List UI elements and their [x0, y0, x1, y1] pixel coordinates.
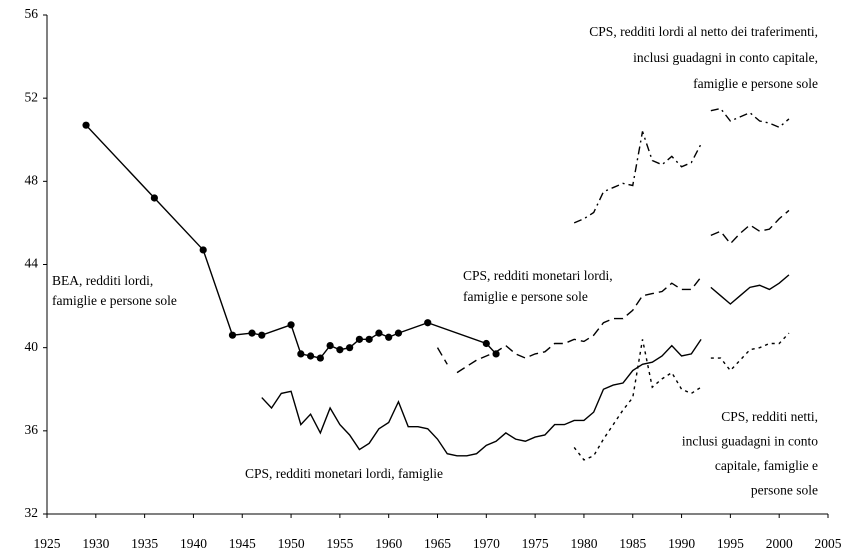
x-tick-label: 1945 [229, 536, 256, 551]
data-point [228, 331, 237, 339]
x-tick-label: 1935 [131, 536, 158, 551]
x-tick-label: 1990 [668, 536, 695, 551]
y-tick-label: 56 [25, 6, 39, 21]
y-tick-label: 44 [25, 256, 39, 271]
data-point [385, 333, 393, 341]
data-point [248, 329, 256, 337]
series-line [456, 276, 702, 374]
x-tick-label: 1955 [326, 536, 353, 551]
series-line [710, 209, 790, 245]
annotation: famiglie e persone sole [693, 76, 818, 91]
data-point [82, 121, 90, 129]
x-tick-label: 2000 [766, 536, 793, 551]
x-tick-label: 1950 [278, 536, 305, 551]
x-tick-label: 2005 [815, 536, 842, 551]
annotation: famiglie e persone sole [52, 293, 177, 308]
data-point [394, 329, 403, 337]
annotation: CPS, redditi monetari lordi, famiglie [245, 466, 443, 481]
data-point [346, 344, 354, 352]
x-tick-label: 1930 [82, 536, 109, 551]
data-point [355, 335, 363, 343]
y-tick-label: 48 [25, 172, 39, 187]
annotation: capitale, famiglie e [715, 458, 818, 473]
data-point [365, 335, 373, 343]
x-tick-label: 1995 [717, 536, 744, 551]
series-line [710, 107, 790, 129]
annotation: inclusi guadagni in conto capitale, [633, 50, 818, 65]
data-point [199, 246, 207, 254]
data-point [336, 346, 344, 354]
series-line [710, 274, 790, 305]
annotation: BEA, redditi lordi, [52, 273, 153, 288]
data-point [306, 352, 315, 360]
annotation: CPS, redditi lordi al netto dei traferim… [589, 24, 818, 39]
data-point [424, 319, 432, 327]
series-line [573, 339, 702, 461]
data-point [316, 354, 324, 362]
x-tick-label: 1980 [570, 536, 597, 551]
series-line [573, 131, 702, 224]
data-point [258, 331, 266, 339]
y-tick-label: 32 [25, 505, 39, 520]
x-tick-label: 1970 [473, 536, 500, 551]
x-tick-label: 1985 [619, 536, 646, 551]
x-tick-label: 1960 [375, 536, 402, 551]
data-point [287, 321, 295, 329]
x-tick-label: 1925 [34, 536, 61, 551]
data-point [482, 339, 490, 348]
annotation: CPS, redditi netti, [721, 409, 818, 424]
series-line [710, 332, 790, 372]
y-tick-label: 36 [25, 422, 39, 437]
series-line [436, 347, 448, 365]
data-point [375, 329, 383, 337]
data-point [297, 350, 305, 358]
x-tick-label: 1965 [424, 536, 451, 551]
x-tick-label: 1940 [180, 536, 207, 551]
y-tick-label: 40 [25, 339, 39, 354]
annotation: persone sole [751, 483, 818, 498]
data-point [150, 194, 158, 202]
x-tick-label: 1975 [522, 536, 549, 551]
annotation: inclusi guadagni in conto [682, 434, 818, 449]
data-point [326, 341, 334, 350]
y-tick-label: 52 [25, 89, 39, 104]
annotation: famiglie e persone sole [463, 289, 588, 304]
series-line [261, 338, 702, 457]
annotation: CPS, redditi monetari lordi, [463, 268, 613, 283]
